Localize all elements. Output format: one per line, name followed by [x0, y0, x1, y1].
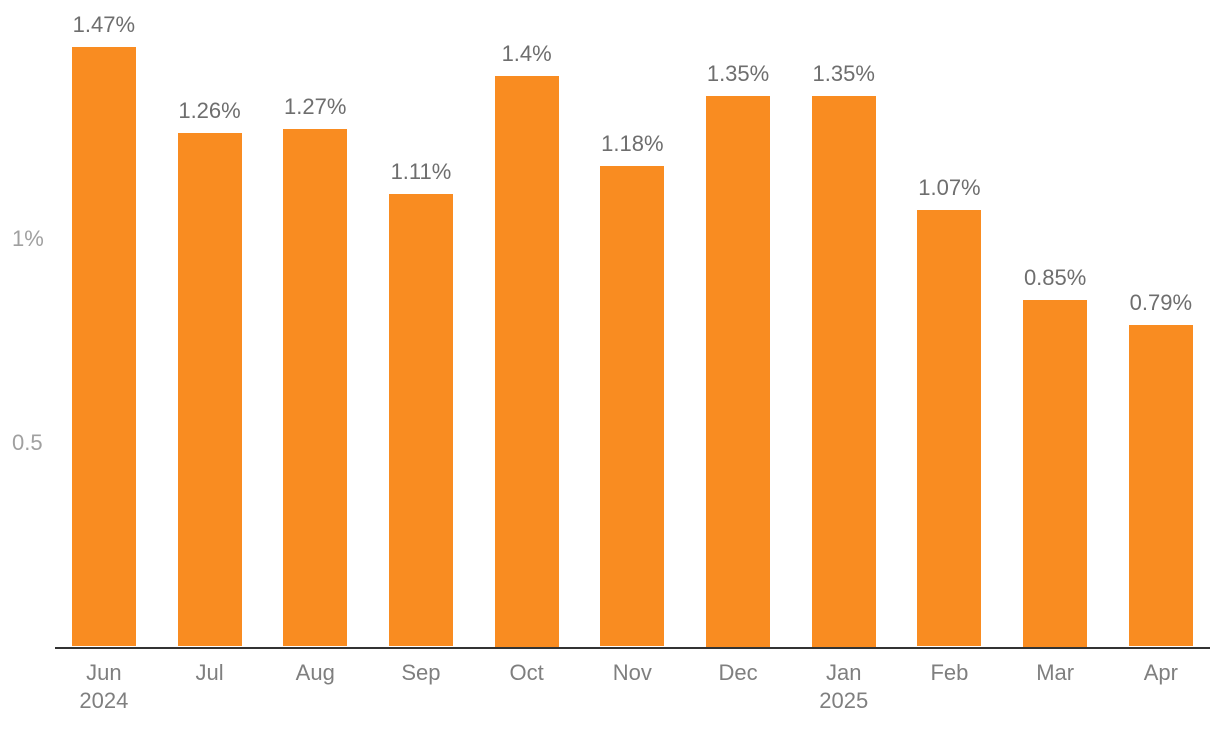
x-tick-month: Jul	[195, 660, 224, 685]
bar-jan[interactable]	[811, 96, 876, 647]
bar-value-label: 1.35%	[812, 61, 875, 87]
x-tick-label: Jun 2024	[51, 659, 157, 715]
x-axis-line	[55, 646, 1210, 649]
x-tick-month: Jan	[825, 660, 862, 685]
bar-jul[interactable]	[177, 133, 242, 647]
x-tick-month: Mar	[1036, 660, 1075, 685]
x-tick-label: Dec	[685, 659, 791, 687]
bar-feb[interactable]	[917, 210, 982, 647]
bar-value-label: 1.4%	[501, 41, 552, 66]
x-tick-month: Apr	[1143, 660, 1178, 685]
y-tick-label: 1%	[12, 226, 44, 251]
x-tick-month: Nov	[612, 660, 652, 685]
bar-value-label: 1.26%	[178, 98, 241, 124]
x-tick-label: Mar	[1002, 659, 1108, 687]
x-tick-label: Feb	[897, 659, 1003, 687]
bar-value-label: 1.18%	[601, 130, 664, 156]
x-tick-year: 2025	[819, 688, 869, 713]
y-tick-label: 0.5	[12, 429, 43, 455]
bar-nov[interactable]	[600, 165, 665, 647]
bar-oct[interactable]	[494, 76, 559, 647]
x-tick-month: Oct	[509, 660, 544, 685]
x-tick-month: Dec	[718, 660, 758, 685]
x-tick-month: Feb	[930, 660, 969, 685]
x-tick-month: Aug	[295, 660, 335, 685]
x-tick-label: Jul	[157, 659, 263, 687]
x-tick-label: Apr	[1108, 659, 1214, 687]
bar-value-label: 1.35%	[706, 61, 770, 87]
bar-dec[interactable]	[706, 96, 771, 647]
x-tick-month: Jun	[86, 660, 122, 685]
bar-value-label: 0.85%	[1023, 265, 1087, 291]
x-tick-label: Sep	[368, 659, 474, 687]
bar-value-label: 1.27%	[284, 93, 347, 119]
bar-aug[interactable]	[283, 128, 348, 647]
x-tick-label: Aug	[262, 659, 368, 687]
bar-sep[interactable]	[388, 194, 453, 647]
bar-mar[interactable]	[1023, 300, 1088, 647]
bar-apr[interactable]	[1128, 324, 1193, 647]
x-tick-label: Jan 2025	[791, 659, 897, 715]
x-tick-year: 2024	[79, 688, 129, 713]
bar-jun[interactable]	[71, 47, 136, 647]
bar-value-label: 0.79%	[1129, 289, 1193, 315]
bar-value-label: 1.11%	[390, 159, 452, 185]
bar-value-label: 1.07%	[918, 175, 981, 201]
x-tick-label: Nov	[580, 659, 686, 687]
x-tick-month: Sep	[401, 660, 441, 685]
bar-value-label: 1.47%	[72, 12, 136, 38]
x-tick-label: Oct	[474, 659, 580, 687]
